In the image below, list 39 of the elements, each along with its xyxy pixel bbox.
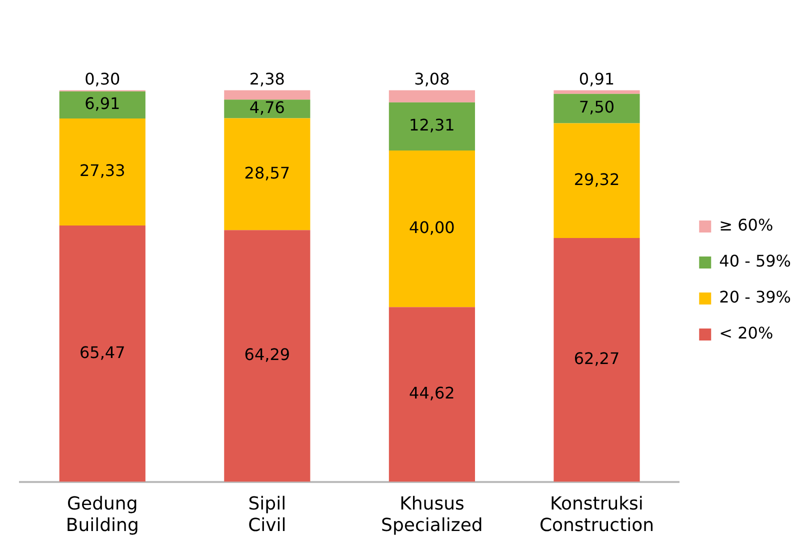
data-label: 3,08 [414,69,450,88]
bar [224,90,310,100]
data-label: 40,00 [409,218,455,237]
data-label: 12,31 [409,116,455,135]
bar [554,123,640,238]
bar [388,307,476,482]
bar [554,94,640,124]
data-label: 29,32 [574,170,620,189]
bar [388,90,476,102]
bar [59,91,146,118]
bar [59,118,146,226]
data-label: 2,38 [249,69,285,88]
data-label: 62,27 [574,349,620,368]
legend-label: ≥ 60% [719,216,774,235]
bar [59,225,146,482]
bar [554,238,640,482]
x-tick-label: Konstruksi Construction [539,493,654,536]
data-label: 0,91 [578,69,615,88]
bar [224,230,310,482]
legend-label: 40 - 59% [719,252,792,271]
data-label: 28,57 [244,163,290,182]
data-label: 44,62 [409,384,455,403]
legend-label: 20 - 39% [719,288,792,307]
bar [224,100,310,118]
x-tick-label: Sipil Civil [248,493,286,536]
data-label: 64,29 [244,345,290,364]
bar [388,150,476,308]
data-label: 6,91 [84,94,120,114]
bar [388,102,476,151]
x-tick-label: Gedung Building [66,493,139,536]
legend-label: < 20% [719,324,774,343]
bar [554,90,640,94]
x-tick-label: Khusus Specialized [381,493,483,536]
data-label: 27,33 [79,161,126,180]
data-label: 7,50 [578,98,615,117]
data-label: 4,76 [249,98,285,118]
bar [224,118,310,230]
data-label: 0,30 [84,69,120,88]
data-label: 65,47 [79,342,126,362]
